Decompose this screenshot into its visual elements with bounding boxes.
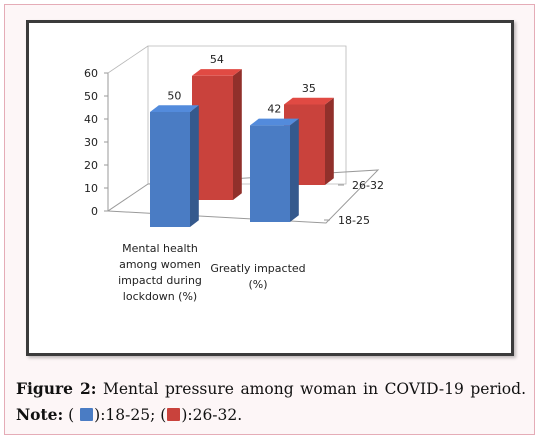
category-label: impactd during [118,274,202,287]
bar-back-1-top [284,97,334,105]
y-tick-label: 50 [84,90,98,103]
figure-label: Figure 2: [16,379,97,398]
bar-back-0-side [233,69,242,200]
bar-back-0-top [192,69,242,76]
category-label: lockdown (%) [123,290,197,303]
legend-item-label-2: ):26-32. [181,406,243,424]
bar-front-1-front [250,125,290,222]
y-tick-label: 10 [84,182,98,195]
bar-front-0-front [150,112,190,227]
category-label: Greatly impacted [210,262,305,275]
bar-back-0-front [192,75,233,200]
bar-front-0-value-label: 50 [167,89,181,102]
bar-back-1-value-label: 35 [302,82,316,95]
bar-front-1-side [290,118,299,222]
y-tick-label: 20 [84,159,98,172]
depth-axis-label: 18-25 [338,214,370,227]
y-tick-label: 60 [84,67,98,80]
note-label: Note: [16,405,64,424]
bar-front-1-value-label: 42 [267,103,281,116]
bar-front-0-top [150,105,199,112]
wall-top-edge [107,45,149,74]
bar-back-1-side [325,97,334,185]
legend-item-open-1: ( [63,406,80,424]
y-tick-label: 0 [91,205,98,218]
y-tick-label: 30 [84,136,98,149]
category-label: among women [119,258,201,271]
y-tick-label: 40 [84,113,98,126]
depth-axis-label: 26-32 [352,179,384,192]
category-label: (%) [248,278,267,291]
chart-labels: 0 10 20 30 40 50 60 54 35 50 42 26-32 18-25 Mental he… [84,53,384,303]
legend-item-label-1: ):18-25; ( [94,406,167,424]
bar-front-0-side [190,105,199,227]
caption-text: Mental pressure among woman in COVID-19 … [96,380,526,398]
legend-swatch-26-32 [167,408,181,421]
legend-swatch-18-25 [80,408,94,421]
chart-bars [150,69,334,227]
category-label: Mental health [122,242,198,255]
bar-back-0-value-label: 54 [210,53,224,66]
bar-chart: 0 10 20 30 40 50 60 54 35 50 42 26-32 18-25 Mental he… [84,45,384,303]
bar-front-1-top [250,118,299,126]
figure-caption: Figure 2: Mental pressure among woman in… [16,376,526,428]
